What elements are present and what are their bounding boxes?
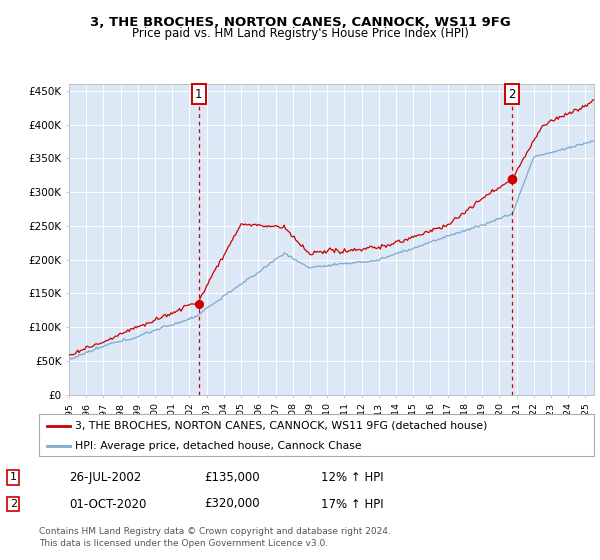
Text: 2: 2 <box>508 87 516 101</box>
Text: 3, THE BROCHES, NORTON CANES, CANNOCK, WS11 9FG (detached house): 3, THE BROCHES, NORTON CANES, CANNOCK, W… <box>75 421 487 431</box>
Text: Price paid vs. HM Land Registry's House Price Index (HPI): Price paid vs. HM Land Registry's House … <box>131 27 469 40</box>
Text: Contains HM Land Registry data © Crown copyright and database right 2024.
This d: Contains HM Land Registry data © Crown c… <box>39 527 391 548</box>
Text: 3, THE BROCHES, NORTON CANES, CANNOCK, WS11 9FG: 3, THE BROCHES, NORTON CANES, CANNOCK, W… <box>89 16 511 29</box>
Text: 1: 1 <box>195 87 203 101</box>
Text: 12% ↑ HPI: 12% ↑ HPI <box>321 470 383 484</box>
Text: 2: 2 <box>10 499 17 509</box>
Text: HPI: Average price, detached house, Cannock Chase: HPI: Average price, detached house, Cann… <box>75 441 362 451</box>
Text: £135,000: £135,000 <box>204 470 260 484</box>
Text: 01-OCT-2020: 01-OCT-2020 <box>69 497 146 511</box>
Text: £320,000: £320,000 <box>204 497 260 511</box>
Text: 17% ↑ HPI: 17% ↑ HPI <box>321 497 383 511</box>
Text: 1: 1 <box>10 472 17 482</box>
Text: 26-JUL-2002: 26-JUL-2002 <box>69 470 141 484</box>
